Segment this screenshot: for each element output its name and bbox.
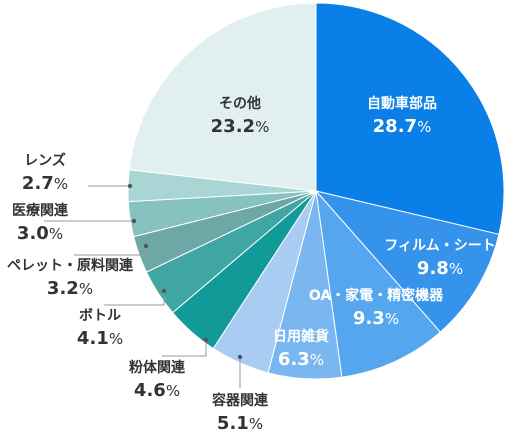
- slice-label-value-9: 2.7%: [22, 173, 68, 194]
- slice-label-name-9: レンズ: [24, 152, 66, 169]
- slice-label-name-0: 自動車部品: [367, 95, 437, 112]
- leader-lines: [44, 183, 243, 388]
- leader-line-7: [74, 246, 147, 256]
- slice-label-value-1: 9.8%: [417, 258, 463, 279]
- slice-label-value-3: 6.3%: [278, 349, 324, 370]
- slice-label-name-5: 粉体関連: [129, 359, 186, 376]
- pie-slices: [127, 2, 505, 380]
- leader-line-6: [104, 291, 165, 306]
- slice-label-name-6: ボトル: [79, 308, 121, 324]
- slice-label-name-3: 日用雑貨: [273, 328, 329, 345]
- pie-slice-1: [314, 190, 500, 333]
- leader-dot-9: [127, 183, 133, 189]
- leader-dot-4: [237, 354, 243, 360]
- pie-slice-2: [315, 189, 442, 378]
- slice-label-name-10: その他: [219, 95, 261, 112]
- slice-label-name-2: OA・家電・精密機器: [309, 287, 444, 304]
- slice-label-value-5: 4.6%: [134, 380, 180, 401]
- leader-dot-6: [161, 288, 167, 294]
- leader-dot-8: [131, 218, 137, 224]
- leader-line-5: [162, 340, 207, 357]
- slice-label-value-4: 5.1%: [217, 413, 263, 431]
- slice-label-value-8: 3.0%: [17, 223, 63, 244]
- slice-label-name-7: ペレット・原料関連: [7, 257, 134, 274]
- slice-label-value-10: 23.2%: [211, 116, 270, 137]
- pie-slice-0: [315, 2, 505, 235]
- slice-label-name-1: フィルム・シート: [384, 238, 495, 254]
- slice-labels: 自動車部品 28.7% フィルム・シート 9.8% OA・家電・精密機器 9.3% 日用雑貨…: [7, 95, 496, 431]
- leader-dot-7: [143, 243, 149, 249]
- leader-dot-5: [203, 337, 209, 343]
- pie-slice-10: [128, 2, 317, 192]
- slice-label-value-6: 4.1%: [77, 328, 123, 349]
- slice-label-value-7: 3.2%: [47, 278, 93, 299]
- slice-label-name-8: 医療関連: [12, 202, 69, 219]
- slice-label-value-0: 28.7%: [373, 116, 432, 137]
- slice-label-value-2: 9.3%: [353, 308, 399, 329]
- slice-label-name-4: 容器関連: [211, 392, 269, 409]
